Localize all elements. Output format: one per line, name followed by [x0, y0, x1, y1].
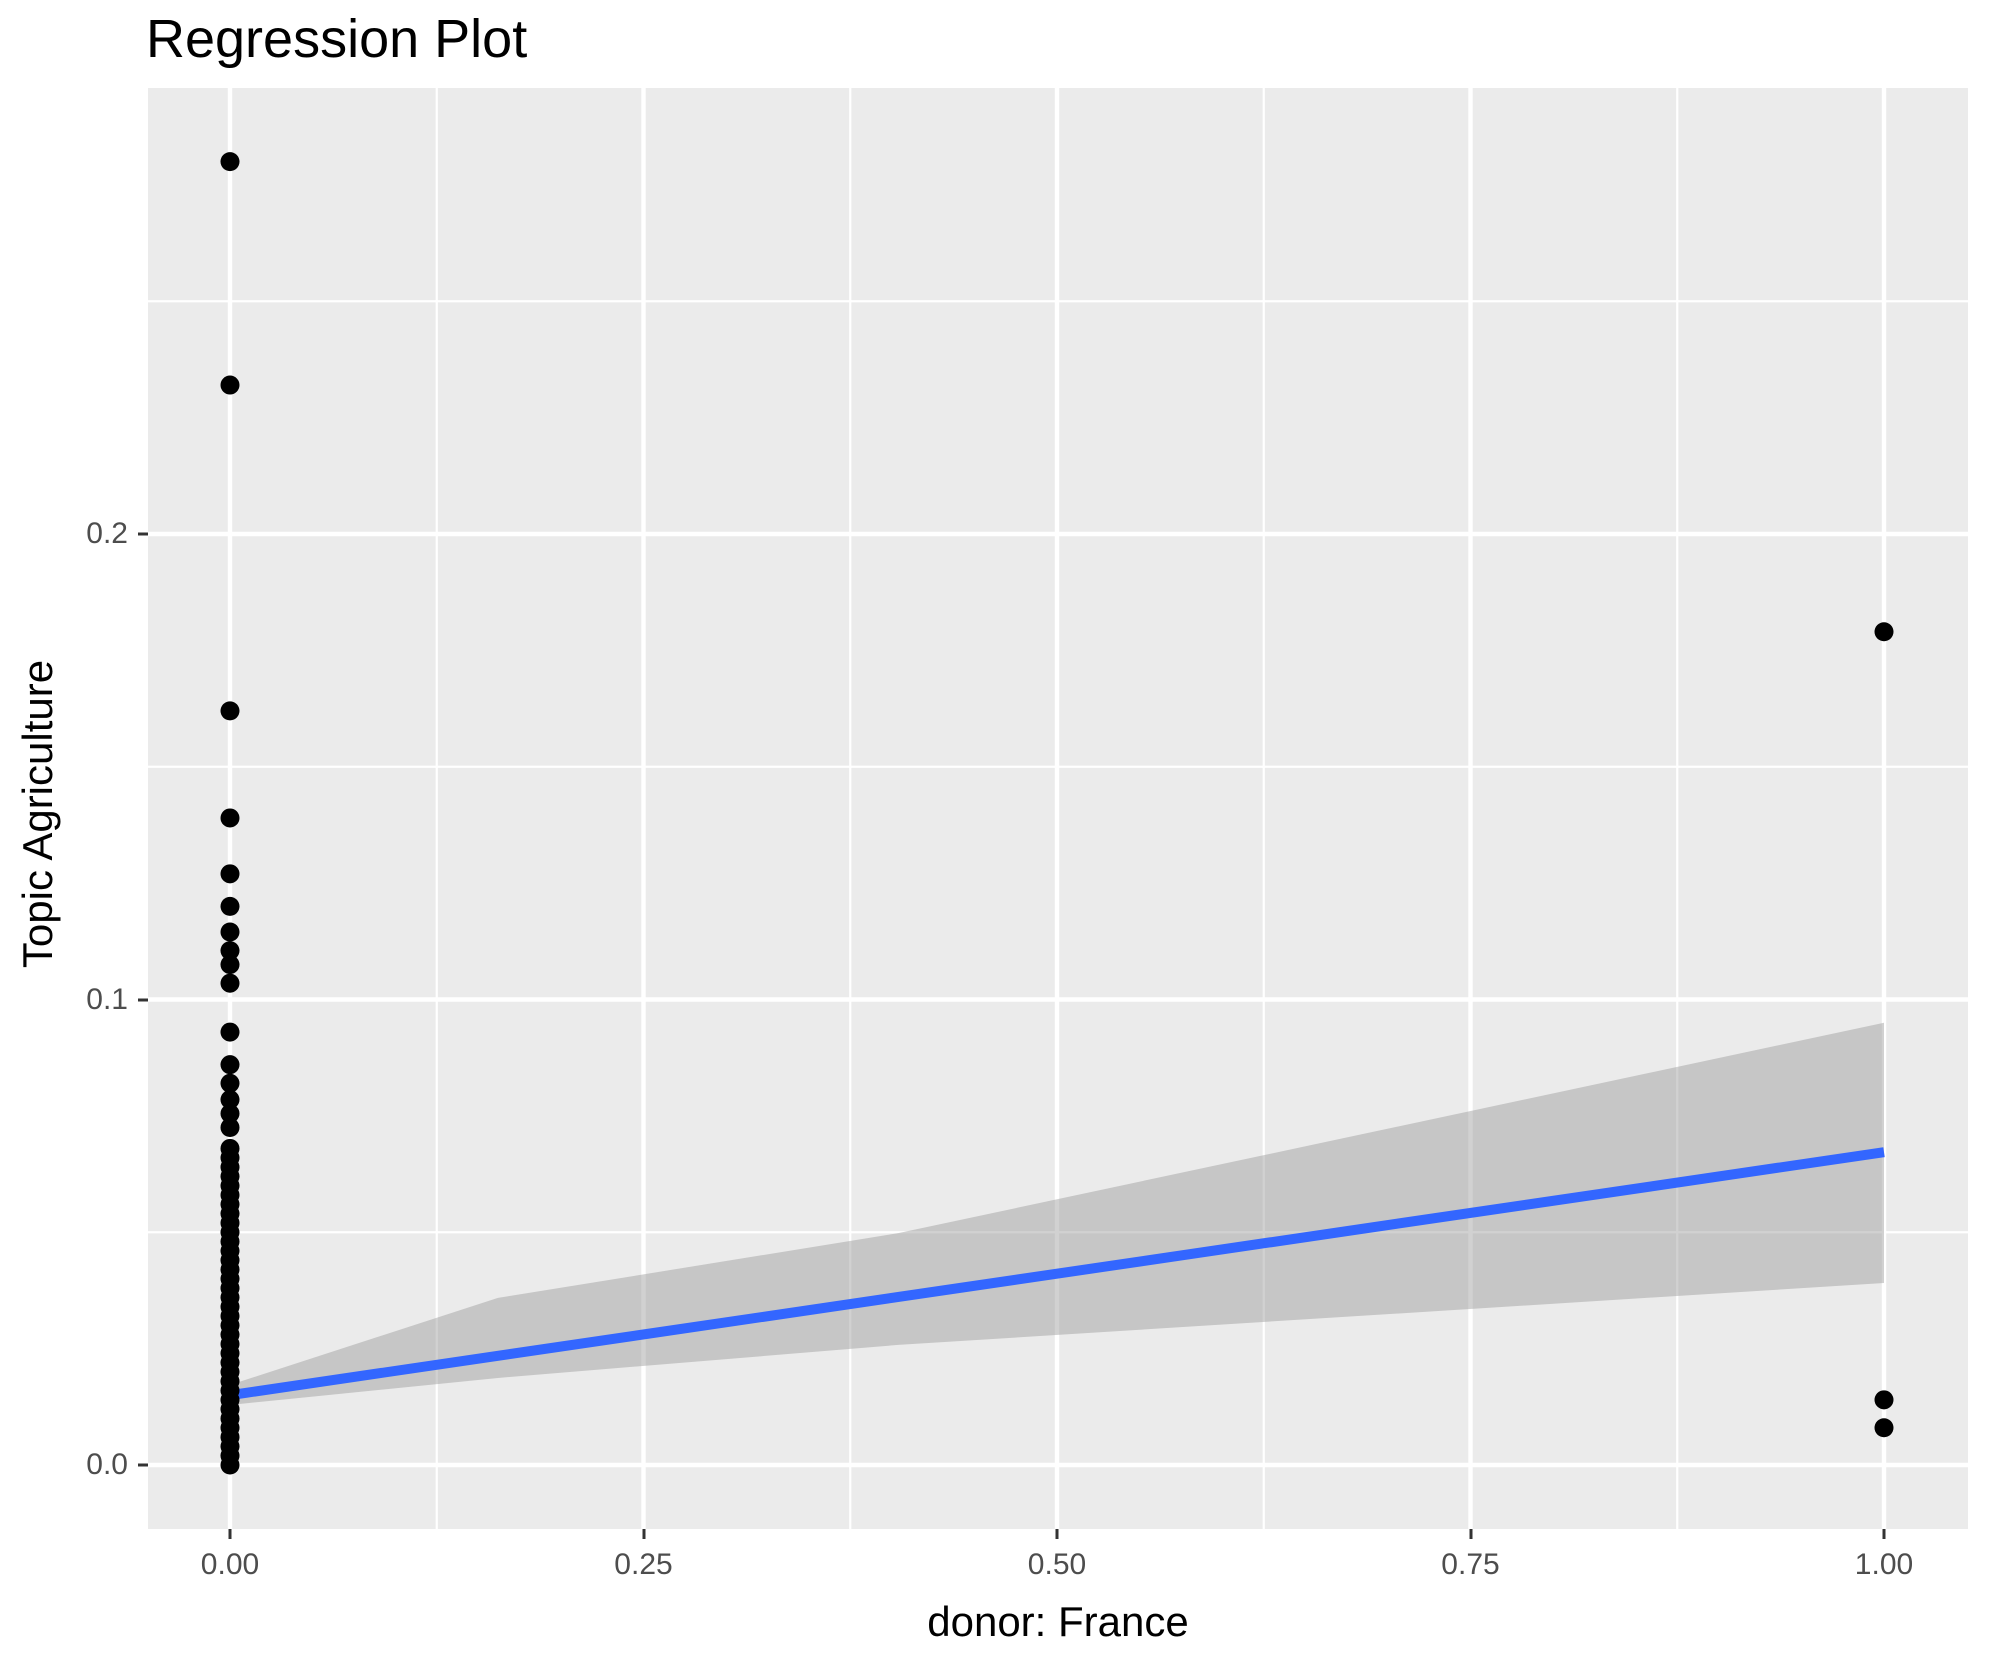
x-tick-label: 0.00: [200, 1548, 260, 1581]
x-tick-label: 1.00: [1854, 1548, 1914, 1581]
y-tick-mark: [138, 1463, 148, 1467]
data-point: [1874, 1390, 1894, 1410]
x-tick-mark: [1882, 1529, 1886, 1539]
y-tick-mark: [138, 998, 148, 1001]
data-point: [220, 375, 240, 395]
y-tick-mark: [138, 532, 148, 536]
data-point: [220, 808, 240, 828]
data-point: [220, 973, 240, 993]
y-tick-label: 0.1: [86, 982, 128, 1016]
x-tick-mark: [228, 1529, 232, 1539]
plot-panel: [148, 88, 1968, 1529]
data-point: [220, 1455, 240, 1475]
data-point: [1874, 1418, 1894, 1438]
plot-panel-svg: [148, 88, 1968, 1529]
plot-title: Regression Plot: [146, 9, 528, 69]
x-tick-label: 0.75: [1441, 1548, 1500, 1581]
x-tick-label: 0.25: [614, 1548, 673, 1581]
data-point: [220, 1118, 240, 1138]
data-point: [220, 1022, 240, 1042]
data-point: [1874, 622, 1894, 642]
data-point: [220, 896, 240, 916]
x-axis-title: donor: France: [927, 1598, 1189, 1645]
data-point: [220, 922, 240, 942]
data-point: [220, 701, 240, 721]
y-tick-label: 0.2: [86, 517, 128, 550]
x-tick-mark: [642, 1529, 645, 1539]
confidence-band: [230, 1022, 1884, 1405]
data-point: [220, 955, 240, 975]
data-point: [220, 1055, 240, 1075]
data-point: [220, 1104, 240, 1124]
data-point: [220, 941, 240, 961]
x-tick-label: 0.50: [1027, 1548, 1087, 1581]
regression-line: [229, 1147, 1885, 1401]
x-tick-mark: [1055, 1529, 1059, 1539]
y-tick-label: 0.0: [86, 1448, 128, 1481]
data-point: [220, 1090, 240, 1110]
data-point: [220, 864, 240, 884]
data-point: [220, 152, 240, 172]
x-tick-mark: [1469, 1529, 1472, 1539]
data-point: [220, 1073, 240, 1093]
